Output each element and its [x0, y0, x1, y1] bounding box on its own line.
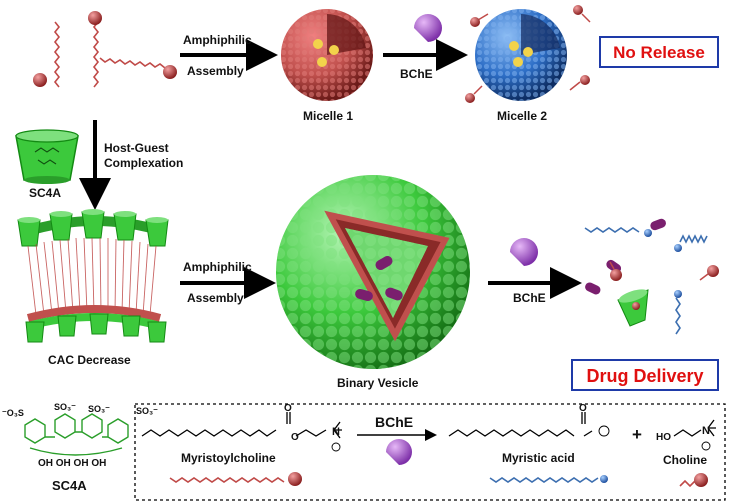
nitrogen-2: N: [702, 425, 710, 437]
bilayer-complex: [17, 209, 169, 343]
myristoylcholine-label: Myristoylcholine: [181, 451, 276, 465]
middle-enzyme-label: BChE: [513, 291, 546, 305]
enzyme-icon: [386, 439, 412, 465]
cac-label: CAC Decrease: [48, 353, 131, 367]
negative-charge-icon: [598, 425, 610, 437]
myristoylcholine-cartoon: [169, 472, 302, 486]
micelle-2: [475, 9, 567, 101]
drug-delivery-label: Drug Delivery: [586, 366, 703, 386]
host-guest-label-1: Host-Guest: [104, 141, 169, 155]
binary-vesicle: [276, 175, 470, 369]
micelle-1: [281, 9, 373, 101]
top-assembly-label-1: Amphiphilic: [183, 33, 252, 47]
myristoylcholine-structure: [141, 412, 342, 439]
ester-o: O: [291, 432, 299, 443]
choline-label: Choline: [663, 453, 707, 467]
sc4a-structure: [24, 413, 129, 456]
myristic-acid-cartoon: [489, 475, 608, 483]
sc4a-middle-label: SC4A: [29, 186, 61, 200]
top-enzyme-label: BChE: [400, 67, 433, 81]
host-guest-label-2: Complexation: [104, 156, 183, 170]
micelle-1-label: Micelle 1: [303, 109, 353, 123]
positive-charge-icon: [331, 442, 341, 452]
no-release-label: No Release: [613, 43, 705, 62]
plus-sign: +: [632, 425, 642, 444]
surfactant-head: [33, 73, 47, 87]
drug-delivery-box: [571, 359, 719, 391]
choline-cartoon: [679, 473, 708, 488]
carbonyl-o-2: O: [579, 403, 587, 414]
so3-label-d: SO₃⁻: [136, 406, 158, 416]
surfactant-head: [88, 11, 102, 25]
choline-structure: [673, 419, 716, 437]
sc4a-bottom-label: SC4A: [52, 478, 87, 493]
no-release-box: [599, 36, 719, 68]
so3-label-b: SO₃⁻: [54, 402, 76, 412]
reaction-box: [134, 403, 726, 501]
released-products: [584, 218, 719, 335]
surfactant-head: [163, 65, 177, 79]
middle-assembly-label-1: Amphiphilic: [183, 260, 252, 274]
so3-label-a: ⁻O₃S: [2, 408, 24, 418]
micelle-2-label: Micelle 2: [497, 109, 547, 123]
sc4a-cone: [15, 129, 79, 184]
carbonyl-o-1: O: [284, 403, 292, 414]
top-assembly-label-2: Assembly: [187, 64, 244, 78]
oh-groups: OH OH OH OH: [38, 458, 106, 469]
enzyme-icon: [510, 238, 538, 266]
hydroxyl-label: HO: [656, 432, 671, 443]
enzyme-icon: [414, 14, 442, 42]
myristic-acid-structure: [448, 412, 593, 437]
positive-charge-icon: [701, 441, 711, 451]
vesicle-label: Binary Vesicle: [337, 376, 419, 390]
middle-assembly-label-2: Assembly: [187, 291, 244, 305]
free-surfactant-chains: [53, 21, 166, 88]
so3-label-c: SO₃⁻: [88, 404, 110, 414]
nitrogen-1: N: [332, 426, 340, 438]
choline-fragments-top: [465, 5, 591, 103]
myristic-acid-label: Myristic acid: [502, 451, 575, 465]
bottom-enzyme-label: BChE: [375, 414, 413, 430]
